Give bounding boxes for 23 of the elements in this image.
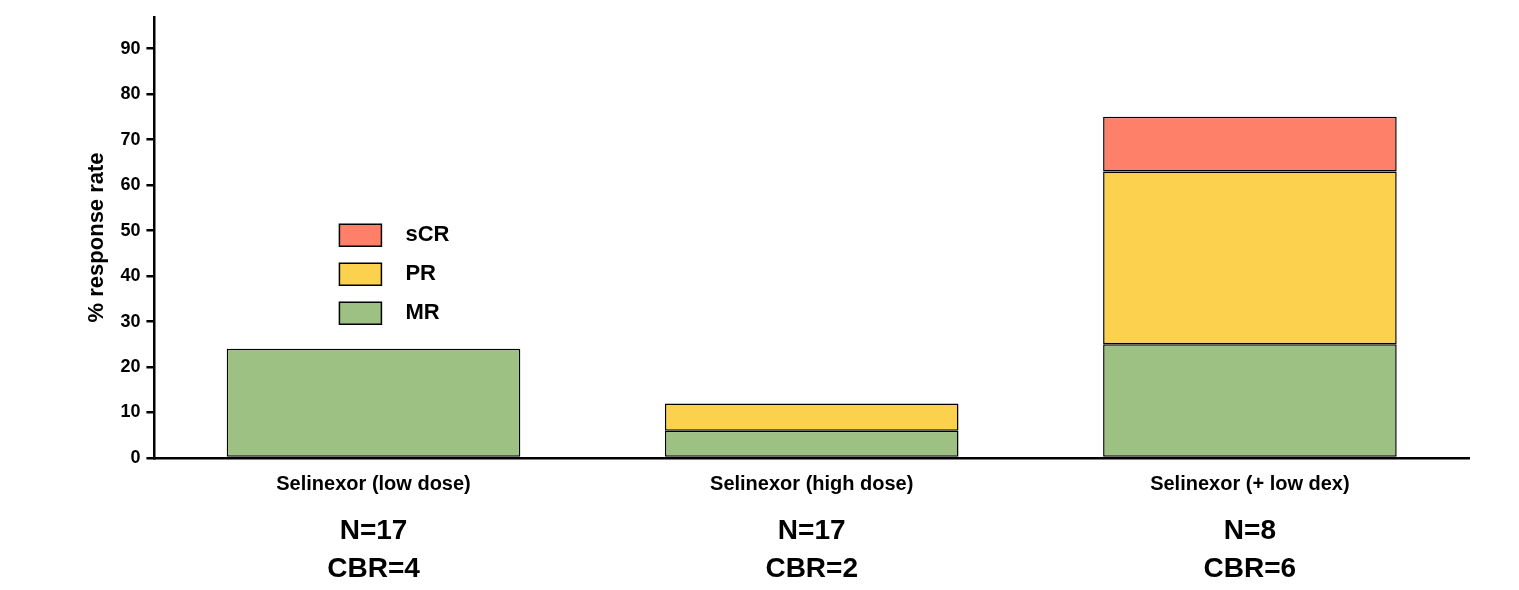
- x-tick-label: Selinexor (+ low dex): [1150, 471, 1350, 494]
- legend-label: MR: [405, 299, 440, 325]
- x-tick-label: Selinexor (high dose): [710, 471, 914, 494]
- y-tick-label: 10: [120, 401, 141, 422]
- y-axis-title: % response rate: [83, 152, 109, 323]
- text: CBR=4: [327, 551, 421, 583]
- legend-label: PR: [405, 260, 437, 286]
- y-tick-label: 60: [120, 174, 141, 195]
- y-tick-label: 80: [120, 83, 141, 104]
- text: N=17: [777, 513, 846, 545]
- text: N=17: [339, 513, 408, 545]
- x-tick-label: Selinexor (low dose): [276, 471, 471, 494]
- y-tick-label: 90: [120, 37, 141, 58]
- y-tick-label: 20: [120, 356, 141, 376]
- y-tick-label: 30: [120, 310, 141, 331]
- legend-label: sCR: [405, 221, 450, 247]
- text: CBR=2: [765, 551, 859, 583]
- y-tick-label: 40: [120, 265, 141, 286]
- y-tick-label: 70: [120, 128, 141, 149]
- text: CBR=6: [1203, 551, 1297, 583]
- y-tick-label: 50: [120, 219, 141, 240]
- text: N=8: [1223, 513, 1276, 545]
- y-tick-label: 0: [130, 446, 141, 467]
